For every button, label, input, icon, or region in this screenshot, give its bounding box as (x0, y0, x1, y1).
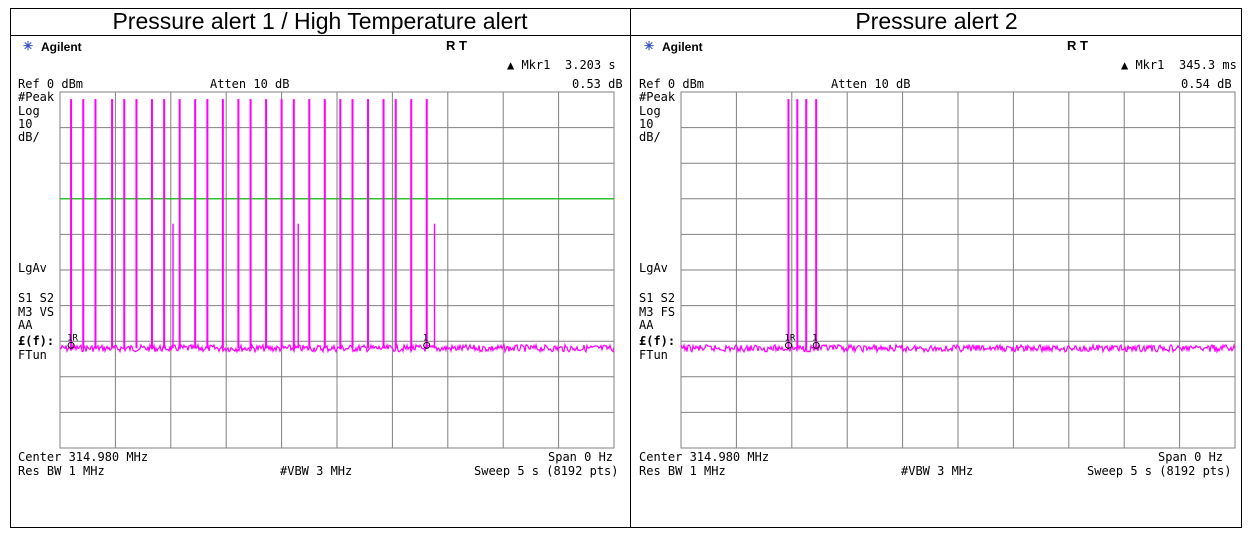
noise-floor-trace (680, 342, 1236, 354)
marker-value: 3.203 s (565, 58, 616, 72)
agilent-logo-icon: ✳ (23, 39, 34, 53)
spectrum-plot: 1R 1 (59, 91, 615, 449)
marker-db: 0.53 dB (572, 77, 623, 91)
side-label: FTun (18, 348, 47, 362)
rt-indicator: R T (1067, 38, 1088, 53)
brand-label: Agilent (662, 40, 703, 54)
attenuation: Atten 10 dB (831, 77, 911, 91)
side-label: M3 VS (18, 305, 55, 319)
vbw: #VBW 3 MHz (280, 464, 353, 478)
analyzer-screen-left: ✳ Agilent R T ▲ Mkr1 3.203 s Ref 0 dBm A… (10, 36, 630, 516)
marker-label: 1 (812, 333, 817, 343)
marker-label: 1R (784, 333, 795, 343)
marker-label: 1 (423, 333, 428, 343)
side-label: £(f): (18, 334, 55, 348)
marker-diamond (784, 341, 792, 349)
side-label: Log (639, 104, 661, 118)
right-panel-title: Pressure alert 2 (855, 8, 1018, 34)
brand-label: Agilent (41, 40, 82, 54)
left-panel-title: Pressure alert 1 / High Temperature aler… (112, 8, 528, 34)
center-freq: Center 314.980 MHz (18, 450, 149, 464)
side-label: £(f): (639, 334, 676, 348)
attenuation: Atten 10 dB (210, 77, 290, 91)
side-label: #Peak (18, 90, 55, 104)
res-bw: Res BW 1 MHz (18, 464, 105, 478)
span: Span 0 Hz (548, 450, 614, 464)
marker-label: ▲ Mkr1 (507, 58, 551, 72)
side-label: AA (18, 318, 33, 332)
side-label: 10 (639, 117, 654, 131)
side-label: #Peak (639, 90, 676, 104)
side-label: LgAv (18, 261, 47, 275)
side-label: M3 FS (639, 305, 676, 319)
marker-diamond (423, 341, 431, 349)
ref-level: Ref 0 dBm (639, 77, 705, 91)
analyzer-screen-right: ✳ Agilent R T ▲ Mkr1 345.3 ms Ref 0 dBm … (631, 36, 1251, 516)
panel-divider (630, 8, 631, 528)
side-label: dB/ (18, 130, 40, 144)
agilent-logo-icon: ✳ (644, 39, 655, 53)
marker-label: 1R (67, 333, 78, 343)
side-label: FTun (639, 348, 668, 362)
marker-diamond (812, 341, 820, 349)
side-label: LgAv (639, 261, 668, 275)
side-label: S1 S2 (639, 291, 676, 305)
span: Span 0 Hz (1158, 450, 1224, 464)
side-label: S1 S2 (18, 291, 55, 305)
marker-diamond (67, 341, 75, 349)
marker-value: 345.3 ms (1179, 58, 1237, 72)
noise-floor-trace (59, 342, 615, 354)
figure-frame (10, 8, 1242, 528)
marker-label: ▲ Mkr1 (1121, 58, 1165, 72)
side-label: dB/ (639, 130, 661, 144)
rt-indicator: R T (446, 38, 467, 53)
sweep: Sweep 5 s (8192 pts) (1087, 464, 1232, 478)
marker-db: 0.54 dB (1181, 77, 1232, 91)
side-label: AA (639, 318, 654, 332)
sweep: Sweep 5 s (8192 pts) (474, 464, 619, 478)
ref-level: Ref 0 dBm (18, 77, 84, 91)
spectrum-plot: 1R 1 (680, 91, 1236, 449)
side-label: Log (18, 104, 40, 118)
res-bw: Res BW 1 MHz (639, 464, 726, 478)
vbw: #VBW 3 MHz (901, 464, 974, 478)
center-freq: Center 314.980 MHz (639, 450, 770, 464)
title-divider (10, 35, 1242, 36)
side-label: 10 (18, 117, 33, 131)
